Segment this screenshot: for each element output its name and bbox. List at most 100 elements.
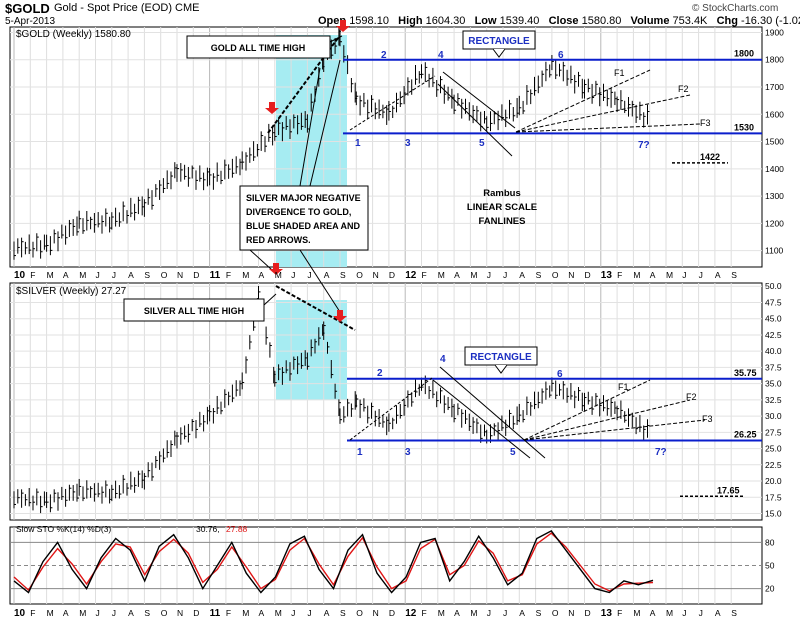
gold-x-label: D — [389, 270, 395, 280]
silver-decline-trendline — [275, 285, 356, 331]
sto-x-label: S — [144, 608, 150, 618]
sto-x-label: A — [715, 608, 721, 618]
sto-x-label: M — [47, 608, 54, 618]
sto-x-label: N — [177, 608, 183, 618]
silver-channel-upper — [439, 366, 546, 459]
divergence-pointer-2 — [309, 59, 341, 187]
gold-wave-label: 5 — [479, 138, 485, 149]
volume-value: 753.4K — [672, 15, 708, 27]
gold-x-label: M — [242, 270, 249, 280]
silver-y-tick-label: 20.0 — [765, 476, 782, 486]
gold-x-label: A — [650, 270, 656, 280]
sto-x-label: M — [275, 608, 282, 618]
gold-x-label: A — [519, 270, 525, 280]
gold-x-label: A — [259, 270, 265, 280]
silver-wave-label: 5 — [510, 447, 516, 458]
gold-x-label: M — [47, 270, 54, 280]
sto-d-line — [13, 532, 654, 592]
gold-x-label: S — [731, 270, 737, 280]
gold-x-label: A — [128, 270, 134, 280]
sto-x-label: S — [340, 608, 346, 618]
divergence-note-line: DIVERGENCE TO GOLD, — [246, 207, 351, 217]
silver-panel-frame — [9, 282, 763, 521]
sto-x-label: J — [682, 608, 686, 618]
gold-x-label: 12 — [405, 270, 417, 281]
sto-x-label: J — [503, 608, 507, 618]
watermark: © StockCharts.com — [692, 3, 779, 14]
silver-ath-box — [123, 298, 265, 322]
sto-x-label: J — [699, 608, 703, 618]
sto-tick-label: 50 — [765, 561, 775, 571]
sto-x-label: A — [63, 608, 69, 618]
silver-level-3575-label: 35.75 — [734, 368, 757, 378]
gold-x-label: J — [503, 270, 507, 280]
silver-fanline-f1 — [523, 379, 651, 441]
gold-y-tick-label: 1100 — [765, 246, 784, 256]
silver-fan-label: F2 — [686, 392, 697, 402]
sto-panel-title: Slow STO %K(14) %D(3) — [16, 524, 111, 534]
gold-x-label: J — [487, 270, 491, 280]
sto-x-label: F — [617, 608, 622, 618]
silver-channel-lower — [432, 379, 531, 459]
divergence-note-line: BLUE SHADED AREA AND — [246, 221, 361, 231]
gold-x-label: F — [30, 270, 35, 280]
sto-d-value: 27.88 — [226, 524, 248, 534]
sto-x-label: A — [259, 608, 265, 618]
sto-x-label: D — [389, 608, 395, 618]
gold-red-arrow-1 — [265, 102, 279, 114]
silver-wave-label: 3 — [405, 447, 411, 458]
gold-x-label: A — [454, 270, 460, 280]
divergence-pointer-3 — [249, 249, 273, 271]
gold-x-label: N — [177, 270, 183, 280]
silver-y-tick-label: 50.0 — [765, 281, 782, 291]
gold-x-label: M — [79, 270, 86, 280]
silver-wave-line — [349, 377, 433, 441]
close-label: Close — [548, 15, 579, 27]
sto-x-label: N — [568, 608, 574, 618]
silver-y-tick-label: 35.0 — [765, 379, 782, 389]
silver-ath-pointer — [263, 293, 277, 306]
gold-x-label: F — [422, 270, 427, 280]
gold-x-label: M — [633, 270, 640, 280]
silver-wave-label: 1 — [357, 447, 363, 458]
sto-tick-label: 20 — [765, 584, 775, 594]
gold-wave-label: 4 — [438, 50, 444, 61]
silver-y-tick-label: 17.5 — [765, 492, 782, 502]
gold-panel-frame — [9, 26, 763, 268]
sto-x-label: M — [470, 608, 477, 618]
sto-x-label: O — [161, 608, 168, 618]
gold-fan-label: F3 — [700, 118, 711, 128]
divergence-pointer-1 — [299, 67, 321, 187]
gold-x-label: S — [144, 270, 150, 280]
sto-x-label: J — [291, 608, 295, 618]
gold-x-label: J — [682, 270, 686, 280]
close-value: 1580.80 — [581, 15, 622, 27]
gold-level-1530-label: 1530 — [734, 122, 754, 132]
gold-x-label: M — [275, 270, 282, 280]
gold-y-tick-label: 1800 — [765, 55, 784, 65]
silver-y-tick-label: 40.0 — [765, 346, 782, 356]
gold-wave-label: 1 — [355, 138, 361, 149]
divergence-note-line: RED ARROWS. — [246, 235, 311, 245]
sto-x-label: M — [242, 608, 249, 618]
gold-x-label: J — [96, 270, 100, 280]
sto-x-label: M — [666, 608, 673, 618]
gold-x-label: N — [568, 270, 574, 280]
gold-fan-label: F1 — [614, 68, 625, 78]
sto-x-label: 10 — [14, 608, 26, 619]
silver-fan-label: F3 — [702, 414, 713, 424]
gold-x-label: 10 — [14, 270, 26, 281]
sto-x-label: 12 — [405, 608, 417, 619]
high-label: High — [398, 15, 423, 27]
gold-x-label: F — [617, 270, 622, 280]
sto-x-label: S — [536, 608, 542, 618]
low-label: Low — [474, 15, 497, 27]
gold-x-label: O — [356, 270, 363, 280]
gold-x-label: O — [161, 270, 168, 280]
gold-level-1800-label: 1800 — [734, 49, 754, 59]
gold-fan-label: F2 — [678, 84, 689, 94]
gold-ath-box — [186, 35, 331, 59]
sto-x-label: A — [519, 608, 525, 618]
gold-x-label: J — [291, 270, 295, 280]
